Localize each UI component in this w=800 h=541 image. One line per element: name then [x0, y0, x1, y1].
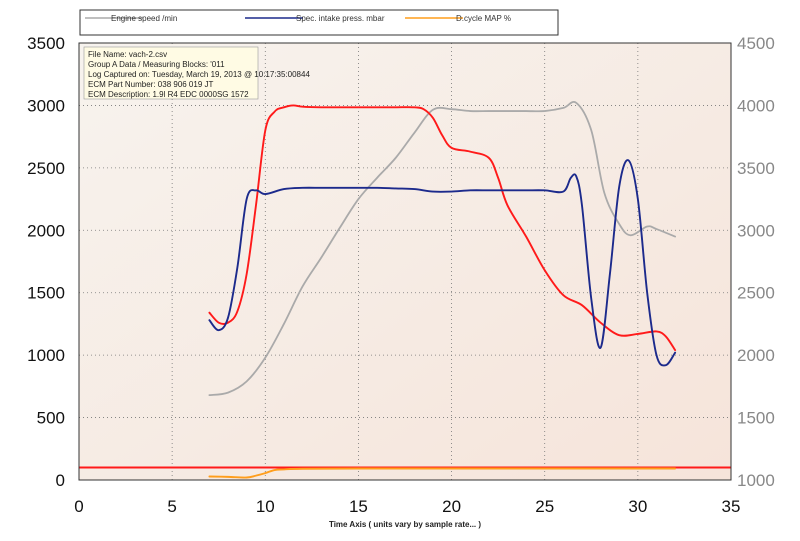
grid — [79, 43, 731, 480]
x-tick-label: 25 — [535, 497, 554, 516]
legend-label: Engine speed /min — [111, 14, 177, 23]
y-right-tick-label: 1000 — [737, 471, 775, 490]
y-left-tick-label: 500 — [37, 409, 65, 428]
y-right-tick-label: 4500 — [737, 34, 775, 53]
x-axis-ticks: 0 5 10 15 20 25 30 35 — [74, 497, 740, 516]
y-right-tick-label: 2000 — [737, 346, 775, 365]
y-left-tick-label: 2500 — [27, 159, 65, 178]
info-box-frame — [83, 46, 259, 100]
plot-area — [79, 43, 731, 480]
x-tick-label: 10 — [256, 497, 275, 516]
y-left-tick-label: 1500 — [27, 284, 65, 303]
legend-items: Engine speed /min Spec. intake press. mba… — [85, 14, 511, 23]
y-left-tick-label: 3000 — [27, 96, 65, 115]
left-axis-ticks: 0 500 1000 1500 2000 2500 3000 3500 — [27, 34, 65, 490]
x-tick-label: 5 — [167, 497, 176, 516]
x-axis-title: Time Axis ( units vary by sample rate...… — [329, 520, 481, 529]
x-tick-label: 0 — [74, 497, 83, 516]
x-tick-label: 20 — [442, 497, 461, 516]
y-right-tick-label: 4000 — [737, 96, 775, 115]
y-left-tick-label: 3500 — [27, 34, 65, 53]
series-line-spec-intake-press-mbar — [208, 159, 677, 367]
info-line: ECM Part Number: 038 906 019 JT — [88, 80, 214, 89]
series-line-unlabeled-red — [208, 104, 677, 352]
series-line-engine-speed-min — [208, 101, 677, 396]
info-line: ECM Description: 1.9l R4 EDC 0000SG 1572 — [88, 90, 249, 99]
info-line: File Name: vach-2.csv — [88, 50, 167, 59]
info-box: File Name: vach-2.csv Group A Data / Mea… — [83, 46, 310, 100]
legend: Engine speed /min Spec. intake press. mba… — [79, 9, 559, 36]
series-line-d-cycle-map — [208, 467, 677, 479]
x-tick-label: 30 — [628, 497, 647, 516]
info-line: Group A Data / Measuring Blocks: '011 — [88, 60, 225, 69]
plot-border — [78, 42, 732, 481]
series-layer — [208, 101, 677, 479]
legend-label: Spec. intake press. mbar — [296, 14, 385, 23]
y-right-tick-label: 3000 — [737, 221, 775, 240]
y-left-tick-label: 2000 — [27, 221, 65, 240]
info-line: Log Captured on: Tuesday, March 19, 2013… — [88, 70, 310, 79]
y-left-tick-label: 1000 — [27, 346, 65, 365]
x-tick-label: 35 — [722, 497, 741, 516]
y-right-tick-label: 3500 — [737, 159, 775, 178]
y-right-tick-label: 1500 — [737, 409, 775, 428]
legend-box — [79, 9, 559, 36]
legend-label: D.cycle MAP % — [456, 14, 511, 23]
y-left-tick-label: 0 — [56, 471, 65, 490]
right-axis-ticks: 1000 1500 2000 2500 3000 3500 4000 4500 — [737, 34, 775, 490]
x-tick-label: 15 — [349, 497, 368, 516]
y-right-tick-label: 2500 — [737, 284, 775, 303]
